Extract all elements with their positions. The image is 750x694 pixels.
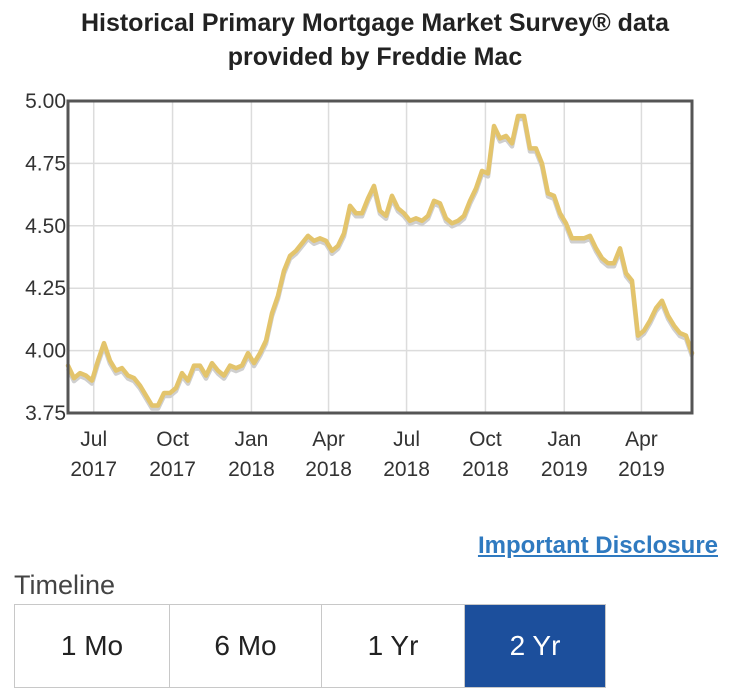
timeline-1yr-button[interactable]: 1 Yr [322, 605, 465, 687]
x-tick-month: Apr [312, 428, 345, 451]
chart-title-line-2: provided by Freddie Mac [227, 43, 523, 71]
y-tick-label: 5.00 [25, 90, 66, 113]
plot-frame [66, 99, 694, 415]
y-tick-label: 4.00 [25, 340, 66, 363]
timeline-6mo-button[interactable]: 6 Mo [170, 605, 322, 687]
x-tick-month: Oct [469, 428, 502, 451]
chart-title: Historical Primary Mortgage Market Surve… [0, 6, 750, 74]
x-tick-year: 2018 [305, 458, 352, 481]
timeline-2yr-button[interactable]: 2 Yr [465, 605, 605, 687]
y-tick-label: 4.50 [25, 215, 66, 238]
series-line-mortgage-rate [65, 113, 695, 408]
y-tick-label: 3.75 [25, 402, 66, 425]
important-disclosure-link[interactable]: Important Disclosure [477, 532, 718, 559]
series-line-shadow [65, 116, 695, 411]
x-tick-year: 2018 [228, 458, 275, 481]
x-tick-month: Jan [234, 428, 268, 451]
x-tick-year: 2019 [618, 458, 665, 481]
timeline-label: Timeline [14, 570, 116, 600]
x-tick-month: Apr [625, 428, 658, 451]
chart-title-line-1: Historical Primary Mortgage Market Surve… [80, 9, 670, 37]
x-tick-year: 2019 [541, 458, 588, 481]
timeline-1mo-button[interactable]: 1 Mo [15, 605, 170, 687]
rate-chart: Jul 2017 Oct 2017 Jan 2018 Apr 2018 Jul 2018 Oct 20… [25, 90, 695, 481]
x-tick-month: Jul [80, 428, 107, 451]
y-tick-label: 4.75 [25, 152, 66, 175]
x-tick-year: 2018 [383, 458, 430, 481]
x-tick-month: Jan [547, 428, 581, 451]
x-tick-year: 2017 [149, 458, 196, 481]
x-tick-month: Oct [156, 428, 189, 451]
x-tick-year: 2018 [462, 458, 509, 481]
x-tick-month: Jul [393, 428, 420, 451]
timeline-selector: 1 Mo 6 Mo 1 Yr 2 Yr [14, 604, 606, 688]
x-tick-year: 2017 [70, 458, 117, 481]
y-tick-label: 4.25 [25, 277, 66, 300]
